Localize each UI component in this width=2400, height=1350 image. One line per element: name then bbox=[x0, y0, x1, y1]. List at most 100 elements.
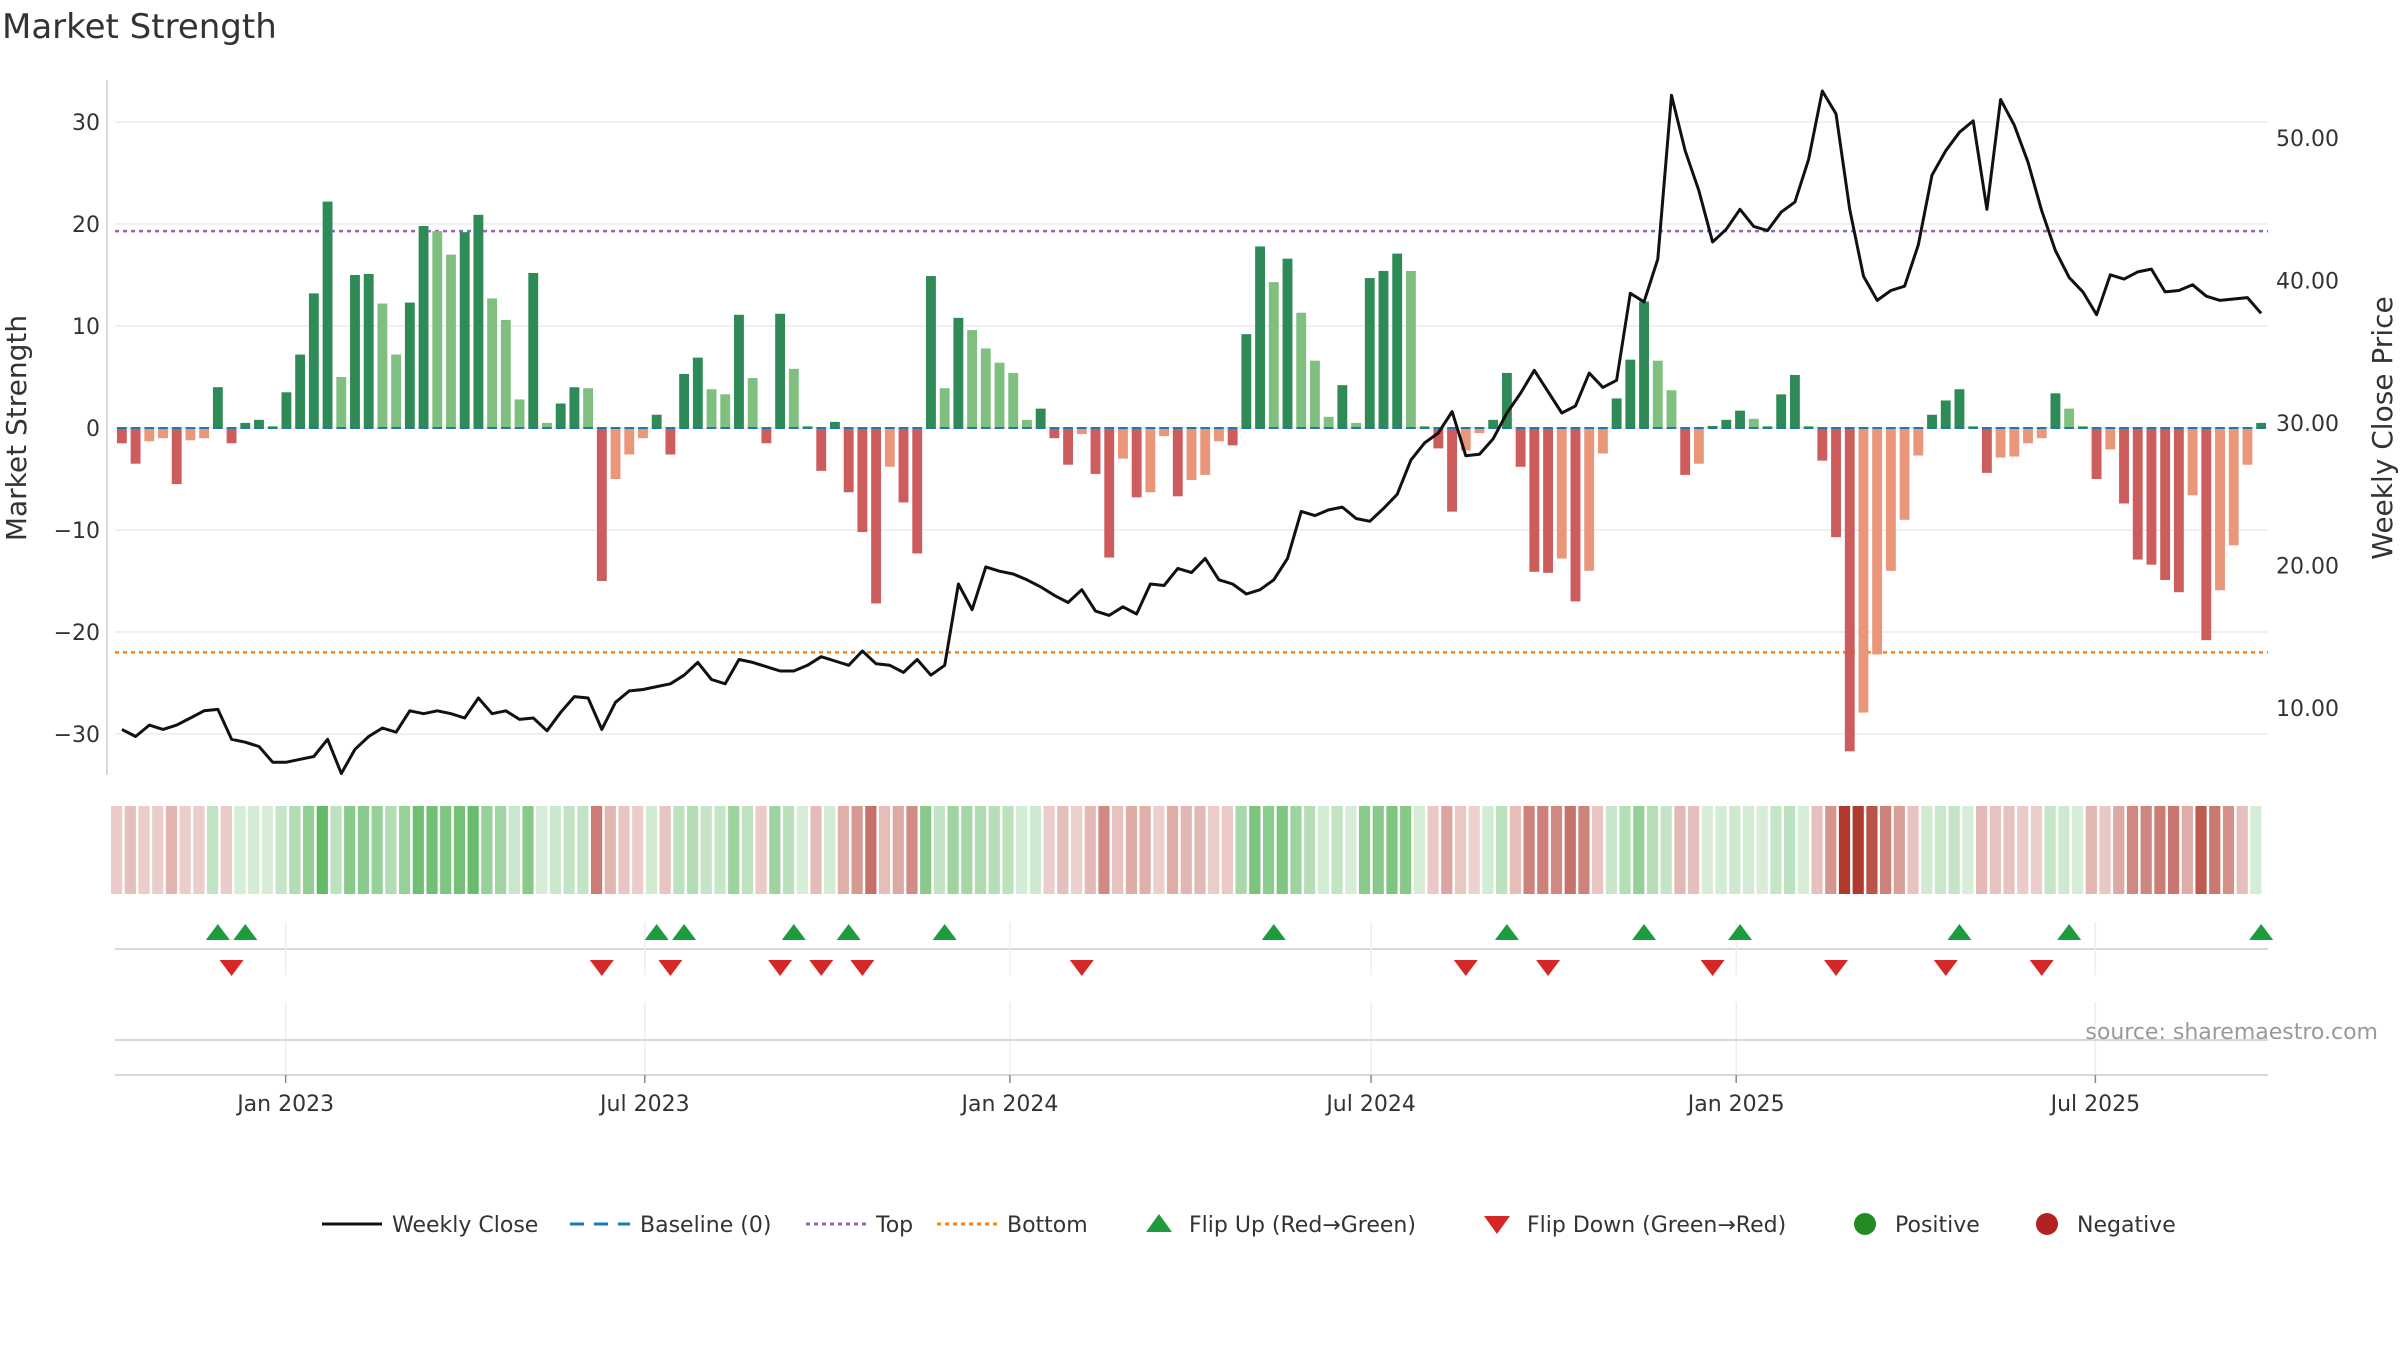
positive-bar bbox=[939, 388, 950, 428]
positive-bar bbox=[720, 394, 731, 428]
positive-bar bbox=[528, 272, 539, 428]
strip-cell bbox=[1852, 806, 1864, 894]
positive-bar bbox=[1789, 374, 1800, 428]
strip-cell bbox=[1139, 806, 1151, 894]
negative-bar bbox=[1543, 428, 1553, 573]
positive-bar bbox=[2064, 408, 2075, 428]
flip-down-marker bbox=[809, 960, 834, 976]
legend-label: Positive bbox=[1895, 1213, 1980, 1238]
positive-bar bbox=[254, 419, 264, 428]
strip-cell bbox=[1084, 806, 1096, 894]
legend-label: Baseline (0) bbox=[640, 1213, 771, 1238]
strip-cell bbox=[1715, 806, 1727, 894]
positive-bar bbox=[1940, 400, 1951, 428]
strip-cell bbox=[316, 806, 328, 894]
strip-cell bbox=[2250, 806, 2262, 894]
strip-cell bbox=[1454, 806, 1467, 894]
legend-item: Weekly Close bbox=[322, 1213, 538, 1238]
positive-bar bbox=[1378, 270, 1389, 428]
negative-bar bbox=[1844, 428, 1855, 752]
positive-bar bbox=[1241, 334, 1252, 428]
strip-cell bbox=[275, 806, 287, 894]
negative-bar bbox=[2201, 428, 2212, 641]
strip-cell bbox=[577, 806, 589, 894]
strip-cell bbox=[111, 806, 123, 894]
negative-bar bbox=[1597, 428, 1608, 454]
negative-bar bbox=[1117, 428, 1128, 459]
strip-cell bbox=[2140, 806, 2152, 894]
strip-cell bbox=[1633, 806, 1645, 894]
positive-bar bbox=[1639, 301, 1649, 428]
strip-cell bbox=[1098, 806, 1110, 894]
strip-cell bbox=[1797, 806, 1809, 894]
flip-up-marker bbox=[1632, 924, 1657, 940]
strip-cell bbox=[2181, 806, 2193, 894]
negative-bar bbox=[624, 428, 635, 455]
legend-item: Bottom bbox=[937, 1213, 1088, 1238]
x-tick-label: Jan 2024 bbox=[959, 1092, 1058, 1117]
positive-bar bbox=[1954, 389, 1965, 428]
legend-item: Top bbox=[806, 1213, 913, 1238]
strip-cell bbox=[398, 806, 411, 894]
positive-bar bbox=[583, 388, 594, 428]
negative-bar bbox=[884, 428, 895, 467]
strip-cell bbox=[974, 806, 987, 894]
strip-cell bbox=[371, 806, 383, 894]
flip-up-marker bbox=[1261, 924, 1286, 940]
positive-bar bbox=[308, 293, 319, 428]
positive-bar bbox=[1405, 270, 1416, 428]
strip-cell bbox=[152, 806, 164, 894]
strip-cell bbox=[1646, 806, 1659, 894]
strip-cell bbox=[494, 806, 507, 894]
positive-bar bbox=[295, 354, 306, 428]
strip-cell bbox=[138, 806, 150, 894]
strip-cell bbox=[1400, 806, 1412, 894]
x-tick-label: Jul 2023 bbox=[598, 1092, 690, 1117]
strip-cell bbox=[837, 806, 850, 894]
negative-bar bbox=[1159, 428, 1170, 437]
strip-cell bbox=[1674, 806, 1686, 894]
negative-bar bbox=[871, 428, 882, 604]
right-tick-label: 10.00 bbox=[2276, 697, 2339, 722]
positive-bar bbox=[377, 303, 388, 428]
negative-bar bbox=[171, 428, 182, 485]
strip-cell bbox=[2154, 806, 2166, 894]
strip-cell bbox=[1057, 806, 1069, 894]
strip-cell bbox=[1043, 806, 1055, 894]
strip-cell bbox=[179, 806, 191, 894]
strip-cell bbox=[1907, 806, 1919, 894]
strip-cell bbox=[920, 806, 932, 894]
strip-cell bbox=[549, 806, 562, 894]
strip-cell bbox=[1838, 806, 1851, 894]
legend-swatch-flip-up bbox=[1146, 1214, 1172, 1232]
negative-bar bbox=[1090, 428, 1101, 474]
negative-bar bbox=[1131, 428, 1142, 498]
negative-bar bbox=[2146, 428, 2157, 565]
strip-cell bbox=[2072, 806, 2084, 894]
chart-title: Market Strength bbox=[2, 7, 277, 47]
left-tick-label: −20 bbox=[54, 621, 100, 646]
strip-cell bbox=[1386, 806, 1398, 894]
strip-cell bbox=[1825, 806, 1837, 894]
strip-cell bbox=[2017, 806, 2029, 894]
strip-cell bbox=[1358, 806, 1371, 894]
flip-down-marker bbox=[1933, 960, 1958, 976]
flip-up-marker bbox=[233, 924, 258, 940]
negative-bar bbox=[1899, 428, 1910, 520]
legend: Weekly Close Baseline (0) Top Bottom Flip Up… bbox=[322, 1213, 2176, 1238]
x-tick-label: Jul 2024 bbox=[1324, 1092, 1416, 1117]
negative-bar bbox=[1172, 428, 1183, 497]
strip-cell bbox=[1262, 806, 1275, 894]
strip-cell bbox=[1317, 806, 1329, 894]
negative-bar bbox=[144, 428, 155, 442]
positive-bar bbox=[212, 387, 223, 428]
strip-cell bbox=[947, 806, 959, 894]
strip-cell bbox=[1811, 806, 1823, 894]
positive-bar bbox=[555, 403, 566, 428]
positive-bar bbox=[473, 214, 484, 428]
x-tick-label: Jul 2025 bbox=[2049, 1092, 2141, 1117]
strip-cell bbox=[1701, 806, 1713, 894]
right-axis-title: Weekly Close Price bbox=[2366, 296, 2399, 559]
positive-bar bbox=[1008, 372, 1019, 428]
negative-bar bbox=[199, 428, 210, 439]
